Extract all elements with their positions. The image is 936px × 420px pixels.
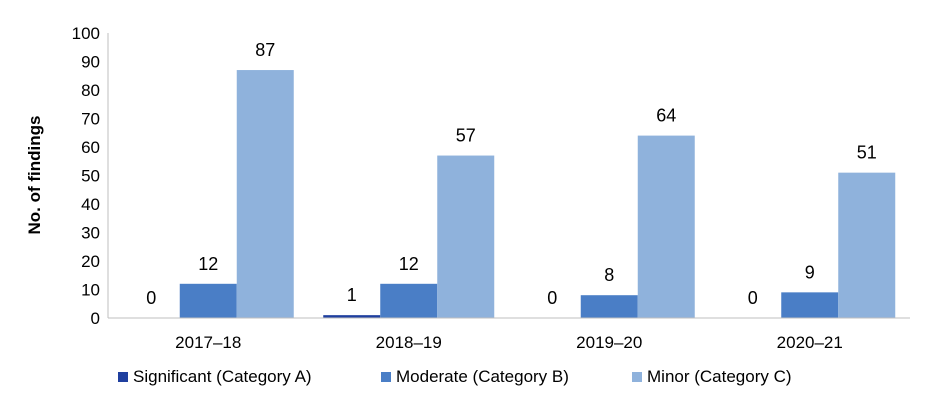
- y-tick-label: 40: [81, 195, 100, 214]
- legend-swatch: [118, 372, 128, 382]
- y-tick-label: 100: [72, 24, 100, 43]
- y-tick-label: 20: [81, 252, 100, 271]
- legend-entry: Minor (Category C): [647, 367, 792, 386]
- legend-entry: Significant (Category A): [133, 367, 312, 386]
- data-label: 8: [604, 265, 614, 285]
- data-label: 87: [255, 40, 275, 60]
- legend: Significant (Category A) Moderate (Catego…: [118, 367, 792, 386]
- x-tick-label: 2019–20: [576, 333, 642, 352]
- data-labels-group: 0 12 87 1 12 57 0 8 64 0 9 51: [146, 40, 877, 308]
- bar-moderate: [781, 292, 839, 318]
- legend-swatch: [632, 372, 642, 382]
- bar-significant: [323, 315, 381, 318]
- bar-moderate: [580, 295, 638, 318]
- data-label: 57: [456, 126, 476, 146]
- y-tick-label: 10: [81, 281, 100, 300]
- bar-minor: [236, 70, 294, 318]
- y-tick-label: 70: [81, 110, 100, 129]
- data-label: 51: [857, 143, 877, 163]
- x-tick-label: 2020–21: [777, 333, 843, 352]
- data-label: 0: [547, 288, 557, 308]
- data-label: 12: [399, 254, 419, 274]
- y-tick-label: 90: [81, 53, 100, 72]
- bar-minor: [838, 172, 896, 318]
- bar-minor: [637, 135, 695, 318]
- data-label: 0: [146, 288, 156, 308]
- x-tick-label: 2018–19: [376, 333, 442, 352]
- y-axis-label: No. of findings: [25, 116, 44, 235]
- bar-moderate: [380, 283, 438, 318]
- data-label: 12: [198, 254, 218, 274]
- y-tick-label: 80: [81, 81, 100, 100]
- y-axis-ticks: 0 10 20 30 40 50 60 70 80 90 100: [72, 24, 100, 328]
- data-label: 1: [347, 285, 357, 305]
- y-tick-label: 0: [91, 309, 100, 328]
- x-tick-label: 2017–18: [175, 333, 241, 352]
- bar-moderate: [179, 283, 237, 318]
- data-label: 64: [656, 106, 676, 126]
- y-tick-label: 50: [81, 167, 100, 186]
- data-label: 9: [805, 262, 815, 282]
- data-label: 0: [748, 288, 758, 308]
- bars-group: [179, 70, 896, 318]
- legend-swatch: [381, 372, 391, 382]
- legend-entry: Moderate (Category B): [396, 367, 569, 386]
- y-tick-label: 30: [81, 224, 100, 243]
- x-axis-ticks: 2017–18 2018–19 2019–20 2020–21: [175, 333, 843, 352]
- y-tick-label: 60: [81, 138, 100, 157]
- bar-minor: [437, 155, 495, 318]
